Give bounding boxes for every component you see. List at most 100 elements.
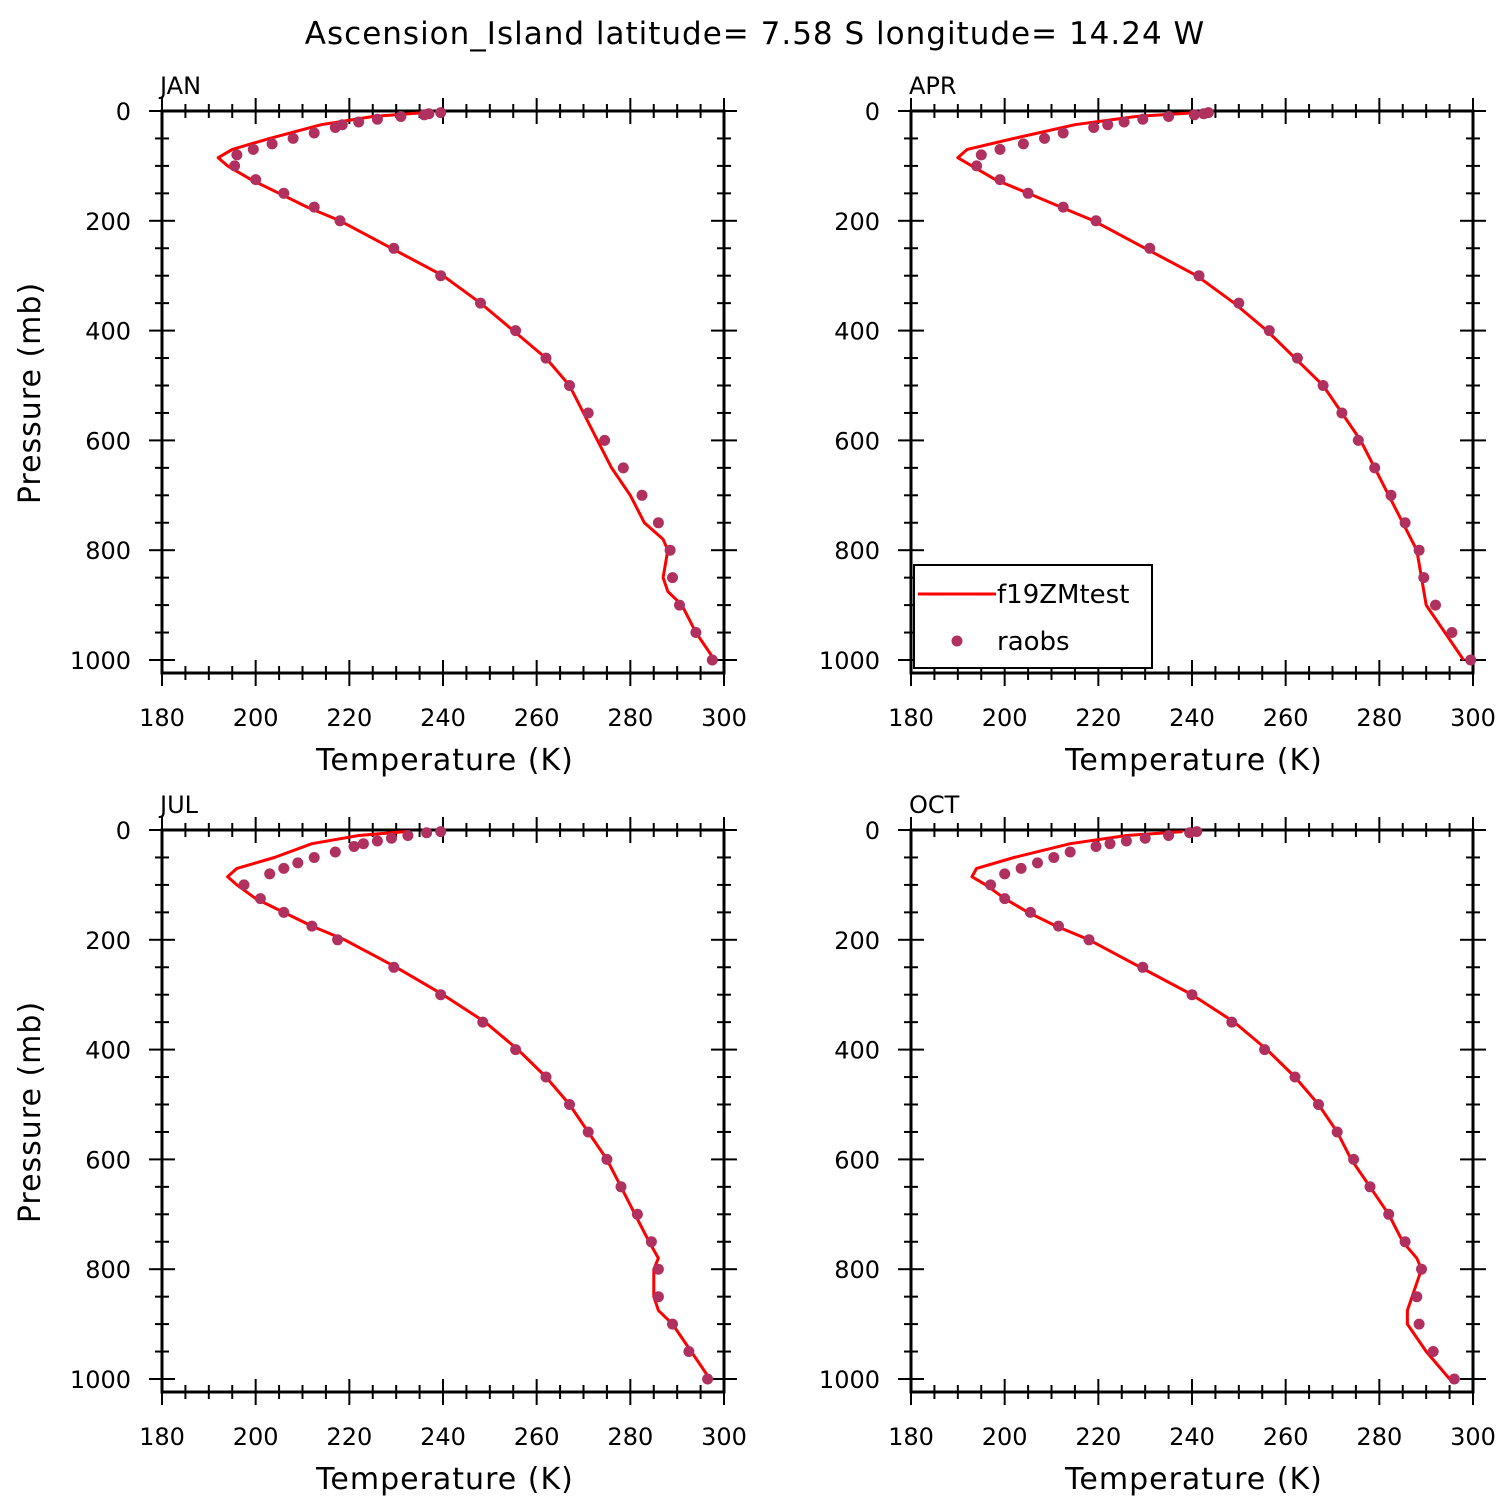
- obs-point: [1015, 862, 1027, 874]
- obs-point: [994, 174, 1006, 186]
- legend: f19ZMtest raobs: [913, 564, 1153, 669]
- obs-point: [435, 989, 447, 1001]
- obs-point: [1427, 1346, 1439, 1357]
- obs-point: [254, 893, 266, 905]
- obs-point: [1226, 1016, 1238, 1028]
- obs-point: [1198, 108, 1210, 120]
- obs-point: [1186, 989, 1198, 1001]
- obs-point: [308, 852, 320, 863]
- x-tick-label: 280: [1356, 1423, 1402, 1451]
- obs-point: [1413, 544, 1425, 556]
- obs-point: [1331, 1126, 1343, 1138]
- x-tick-label: 180: [139, 1423, 185, 1451]
- obs-point: [250, 174, 262, 186]
- obs-point: [564, 380, 575, 391]
- obs-point: [667, 572, 678, 584]
- obs-point: [238, 879, 250, 891]
- obs-point: [999, 893, 1011, 905]
- obs-point: [1259, 1044, 1271, 1056]
- obs-point: [1411, 1291, 1423, 1303]
- obs-point: [1032, 857, 1043, 869]
- x-tick-label: 240: [420, 1423, 466, 1451]
- y-tick-label: 800: [85, 537, 131, 565]
- obs-point: [564, 1099, 575, 1110]
- obs-point: [278, 906, 290, 918]
- obs-point: [278, 187, 290, 199]
- legend-point-label: raobs: [997, 627, 1070, 657]
- x-tick-label: 280: [607, 1423, 653, 1451]
- obs-point: [999, 868, 1011, 880]
- obs-point: [636, 489, 648, 501]
- obs-point: [229, 160, 241, 172]
- obs-point: [1022, 187, 1034, 199]
- obs-point: [1446, 627, 1458, 638]
- obs-point: [1399, 517, 1411, 529]
- obs-point: [540, 1071, 552, 1083]
- obs-point: [353, 116, 365, 128]
- obs-point: [1039, 132, 1050, 144]
- y-tick-label: 400: [85, 318, 131, 346]
- obs-point: [386, 832, 397, 844]
- model-profile-line: [216, 111, 716, 661]
- obs-point: [1385, 489, 1397, 501]
- obs-point: [1139, 832, 1151, 844]
- y-tick-label: 0: [865, 817, 880, 845]
- y-tick-label: 400: [834, 318, 880, 346]
- obs-point: [1336, 407, 1348, 419]
- y-tick-label: 200: [834, 927, 880, 955]
- obs-point: [652, 517, 664, 529]
- model-profile-line: [226, 830, 712, 1380]
- x-tick-label: 240: [1169, 704, 1215, 732]
- y-tick-label: 1000: [819, 1366, 880, 1394]
- obs-point: [421, 827, 433, 839]
- x-tick-label: 300: [1450, 1423, 1496, 1451]
- y-tick-label: 1000: [819, 647, 880, 675]
- obs-point: [1083, 934, 1095, 946]
- obs-point: [645, 1236, 657, 1248]
- obs-point: [1291, 352, 1303, 364]
- y-tick-label: 800: [85, 1256, 131, 1284]
- obs-point: [418, 109, 430, 121]
- obs-point: [1413, 1318, 1425, 1330]
- panel-apr: 180 200 220 240 260 280 300 0 200 400 600 800 1000 Te…: [819, 72, 1496, 778]
- obs-point: [1263, 325, 1275, 337]
- obs-point: [1118, 116, 1130, 128]
- obs-point: [1317, 380, 1329, 391]
- obs-point: [435, 107, 447, 119]
- obs-point: [278, 862, 290, 874]
- x-tick-label: 180: [888, 1423, 934, 1451]
- x-tick-label: 200: [982, 704, 1028, 732]
- obs-point: [477, 1016, 489, 1028]
- obs-point: [652, 1263, 664, 1275]
- y-tick-label: 0: [116, 817, 131, 845]
- obs-point: [1057, 201, 1069, 213]
- plot-frame: [909, 828, 1475, 1394]
- y-tick-label: 400: [834, 1037, 880, 1065]
- obs-point: [266, 138, 278, 150]
- panel-jan: 180 200 220 240 260 280 300 0 200 400 600 800 1000 Te…: [13, 72, 747, 778]
- obs-point: [1090, 841, 1102, 852]
- legend-line-label: f19ZMtest: [997, 580, 1129, 610]
- y-tick-label: 0: [865, 98, 880, 126]
- x-tick-label: 240: [420, 704, 466, 732]
- obs-point: [1120, 835, 1132, 847]
- obs-point: [435, 826, 447, 838]
- obs-point: [1088, 122, 1100, 133]
- x-tick-label: 260: [1263, 704, 1309, 732]
- obs-point: [357, 838, 369, 850]
- panel-label: OCT: [909, 791, 960, 819]
- y-tick-label: 0: [116, 98, 131, 126]
- y-tick-label: 600: [834, 427, 880, 455]
- obs-point: [664, 544, 676, 556]
- obs-point: [329, 846, 341, 858]
- panel-label: JAN: [158, 72, 201, 100]
- obs-point: [371, 835, 383, 847]
- obs-point: [582, 407, 594, 419]
- x-tick-label: 220: [1075, 704, 1121, 732]
- x-tick-label: 260: [1263, 1423, 1309, 1451]
- obs-point: [371, 113, 383, 125]
- legend-box: [913, 564, 1153, 669]
- x-tick-label: 240: [1169, 1423, 1215, 1451]
- obs-point: [435, 270, 447, 282]
- obs-point: [975, 149, 987, 161]
